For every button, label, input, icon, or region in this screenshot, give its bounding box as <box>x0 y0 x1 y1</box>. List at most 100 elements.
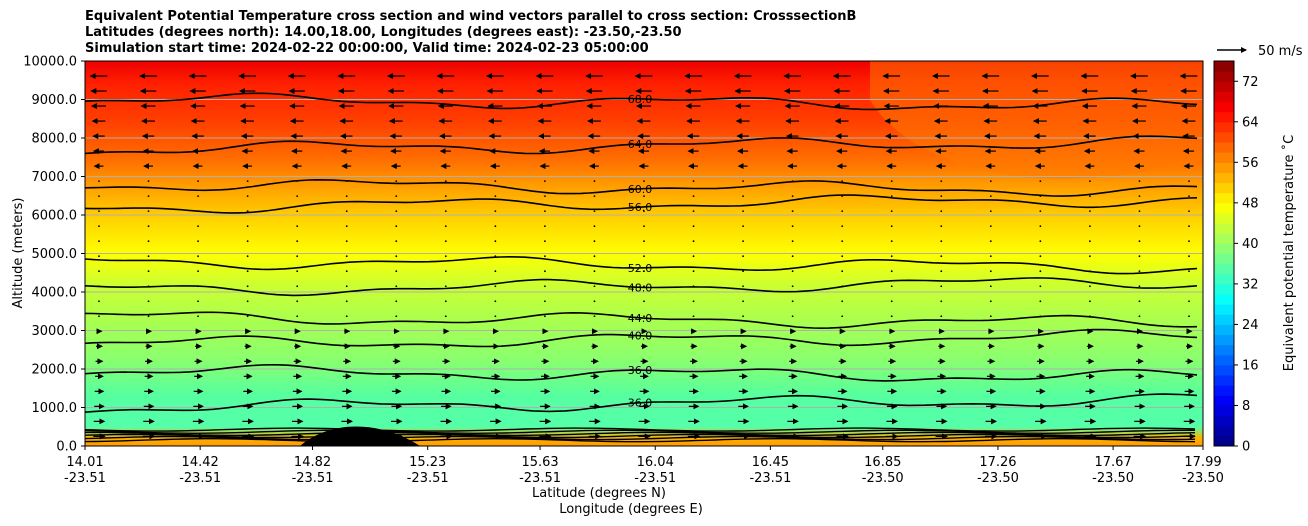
x-tick-label-lat: 17.67 <box>1095 455 1132 470</box>
wind-vector <box>296 285 299 288</box>
wind-vector <box>890 180 893 183</box>
wind-vector <box>1188 285 1190 288</box>
wind-vector <box>890 315 893 318</box>
colorbar: 0 8 16 24 32 40 48 56 64 72 <box>1213 60 1259 455</box>
wind-vector <box>147 255 150 258</box>
colorbar-segment <box>1214 71 1234 82</box>
colorbar-segment <box>1214 212 1234 224</box>
wind-vector <box>593 270 596 273</box>
wind-vector <box>742 225 744 228</box>
wind-vector <box>989 315 992 318</box>
wind-vector <box>1039 240 1042 243</box>
wind-vector <box>345 255 348 258</box>
wind-vector <box>296 225 299 228</box>
wind-vector <box>444 225 447 228</box>
colorbar-segment <box>1214 121 1234 133</box>
x-tick-label-lon: -23.51 <box>292 471 334 486</box>
colorbar-segment <box>1214 385 1234 396</box>
wind-vector <box>1089 240 1091 243</box>
wind-vector <box>197 285 199 288</box>
wind-vector <box>1188 210 1190 213</box>
wind-vector <box>345 300 348 303</box>
x-tick-label-lat: 14.82 <box>294 455 331 470</box>
x-tick-label-lat: 15.23 <box>409 455 446 470</box>
x-tick-label-lat: 17.99 <box>1184 455 1221 470</box>
wind-vector <box>147 225 150 228</box>
wind-vector <box>345 195 348 198</box>
y-tick-label: 8000.0 <box>32 132 78 147</box>
x-tick-label-lat: 14.01 <box>66 455 103 470</box>
colorbar-segment <box>1214 334 1234 346</box>
wind-vector <box>940 270 943 273</box>
title-line-3: Simulation start time: 2024-02-22 00:00:… <box>85 41 649 56</box>
wind-vector <box>98 285 100 288</box>
wind-vector <box>98 270 100 273</box>
wind-vector <box>1138 210 1141 213</box>
y-tick-label: 9000.0 <box>32 93 78 108</box>
contour-line <box>85 328 1198 348</box>
contour-line <box>85 364 1198 382</box>
wind-vector <box>246 195 249 198</box>
wind-vector <box>544 210 546 213</box>
wind-vector <box>989 255 992 258</box>
wind-vector <box>197 315 199 318</box>
wind-vector <box>643 270 645 273</box>
contour-line <box>85 311 1198 330</box>
wind-vector <box>444 285 447 288</box>
wind-vector <box>890 210 893 213</box>
x-tick-label-lon: -23.51 <box>519 471 561 486</box>
colorbar-tick-label: 40 <box>1242 237 1259 252</box>
x-tick-label-lat: 16.04 <box>637 455 674 470</box>
wind-vector <box>692 300 695 303</box>
wind-vector <box>444 270 447 273</box>
wind-vector <box>1138 195 1141 198</box>
wind-vector <box>643 210 645 213</box>
wind-vector <box>742 240 744 243</box>
wind-vector <box>593 285 596 288</box>
x-tick-label-lon: -23.51 <box>64 471 106 486</box>
wind-vector <box>345 225 348 228</box>
colorbar-segment <box>1214 354 1234 366</box>
wind-vector <box>1188 300 1190 303</box>
wind-vector <box>246 225 249 228</box>
wind-vector <box>593 255 596 258</box>
x-tick-label-lat: 16.85 <box>864 455 901 470</box>
surface-contour-line <box>85 431 1196 437</box>
wind-vector <box>197 255 199 258</box>
wind-vector <box>742 255 744 258</box>
x-tick-label-lon: -23.50 <box>977 471 1019 486</box>
wind-vector <box>246 315 249 318</box>
wind-vector <box>791 225 794 228</box>
wind-vector <box>1138 270 1141 273</box>
wind-vector <box>1188 270 1190 273</box>
wind-vector <box>940 285 943 288</box>
wind-key-label: 50 m/s <box>1258 44 1303 59</box>
y-tick-label: 10000.0 <box>23 55 77 70</box>
contour-line <box>85 178 1198 197</box>
wind-vector <box>147 210 150 213</box>
contour-label: 64.0 <box>628 138 653 151</box>
wind-vector <box>841 255 844 258</box>
wind-vector <box>791 210 794 213</box>
wind-vector <box>147 240 150 243</box>
wind-vector <box>841 240 844 243</box>
title-line-2: Latitudes (degrees north): 14.00,18.00, … <box>85 25 682 40</box>
y-axis-ticks: 0.0 1000.0 2000.0 3000.0 4000.0 5000.0 6000.0 7… <box>23 55 85 455</box>
wind-vector <box>989 240 992 243</box>
wind-vector <box>1138 180 1141 183</box>
wind-vector <box>940 195 943 198</box>
wind-vector <box>841 180 844 183</box>
wind-vector <box>1188 225 1190 228</box>
x-tick-label-lon: -23.51 <box>179 471 221 486</box>
wind-vector <box>742 300 744 303</box>
contour-label: 48.0 <box>628 281 653 294</box>
wind-vector <box>742 180 744 183</box>
colorbar-frame <box>1213 60 1235 447</box>
wind-vector <box>444 240 447 243</box>
contour-line <box>85 277 1198 297</box>
wind-vector <box>395 195 398 198</box>
wind-vector <box>197 210 199 213</box>
wind-vector <box>147 270 150 273</box>
wind-vector <box>494 180 497 183</box>
